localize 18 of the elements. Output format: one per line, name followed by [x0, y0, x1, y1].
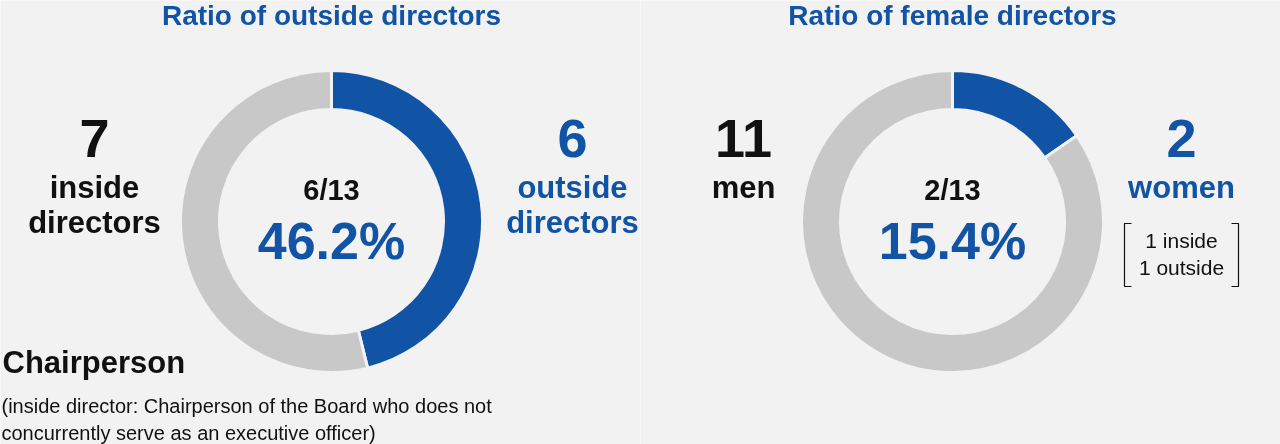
text: 6/13: [303, 173, 360, 206]
chart-title: Ratio of female directors: [788, 0, 1117, 31]
text: 15.4%: [878, 211, 1027, 270]
text: 46.2%: [257, 211, 406, 270]
chart-title: Ratio of outside directors: [161, 0, 502, 31]
data-label: 11: [714, 108, 773, 168]
text: 2/13: [924, 173, 981, 206]
text: 1 outside: [1138, 256, 1225, 279]
data-label: 7: [79, 108, 110, 168]
text: 1 inside: [1145, 229, 1218, 252]
data-label: 2: [1166, 108, 1197, 168]
slice-label: inside directors: [28, 170, 161, 240]
slice-label: women: [1127, 170, 1235, 205]
data-label: 6: [557, 108, 588, 168]
slice-label: men: [711, 170, 776, 205]
slice-label: outside directors: [506, 170, 639, 240]
text: Chairperson: [2, 345, 186, 380]
text: (inside director: Chairperson of the Board who does not concurrently serve as an executive officer): [1, 394, 493, 444]
